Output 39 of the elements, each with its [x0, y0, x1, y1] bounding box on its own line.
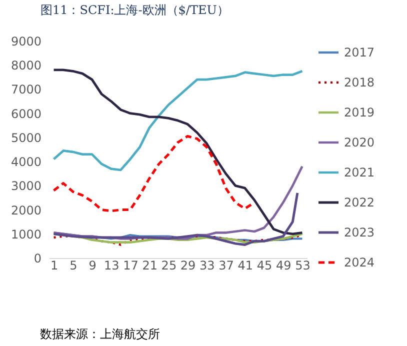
x-tick-label: 13 [104, 258, 120, 272]
x-tick-label: 17 [123, 258, 138, 272]
y-tick-label: 0 [34, 252, 42, 266]
line-series [52, 192, 299, 246]
legend-label: 2020 [344, 136, 375, 150]
legend-label: 2019 [344, 106, 375, 120]
y-tick-label: 2000 [10, 203, 42, 218]
x-tick-label: 9 [88, 258, 96, 272]
line-series [52, 68, 304, 236]
legend-label: 2021 [344, 166, 375, 180]
line-series [52, 70, 304, 172]
source-note: 数据来源：上海航交所 [40, 326, 160, 343]
y-tick-label: 7000 [10, 82, 42, 97]
legend-label: 2017 [344, 46, 375, 60]
x-tick-label: 25 [161, 258, 177, 272]
legend-label: 2022 [344, 196, 375, 210]
x-tick-label: 29 [180, 258, 196, 272]
y-tick-label: 3000 [10, 179, 42, 194]
y-tick-label: 4000 [10, 155, 42, 170]
x-tick-label: 45 [256, 258, 272, 272]
x-tick-label: 41 [238, 258, 254, 272]
y-tick-label: 5000 [10, 130, 42, 145]
x-tick-label: 53 [295, 258, 310, 272]
y-tick-label: 6000 [10, 106, 42, 121]
y-tick-label: 9000 [10, 34, 42, 48]
y-tick-label: 1000 [10, 227, 42, 242]
x-tick-label: 49 [276, 258, 292, 272]
line-series [52, 134, 256, 212]
x-tick-label: 37 [218, 258, 234, 272]
chart-title: 图11：SCFI:上海-欧洲（$/TEU） [40, 3, 229, 17]
x-tick-label: 5 [70, 258, 78, 272]
x-tick-label: 33 [200, 258, 215, 272]
line-series [52, 165, 304, 240]
y-tick-label: 8000 [10, 58, 42, 73]
x-tick-label: 1 [50, 258, 58, 272]
legend-label: 2024 [344, 256, 375, 270]
x-tick-label: 21 [142, 258, 158, 272]
legend-label: 2023 [344, 226, 375, 240]
legend-label: 2018 [344, 76, 375, 90]
